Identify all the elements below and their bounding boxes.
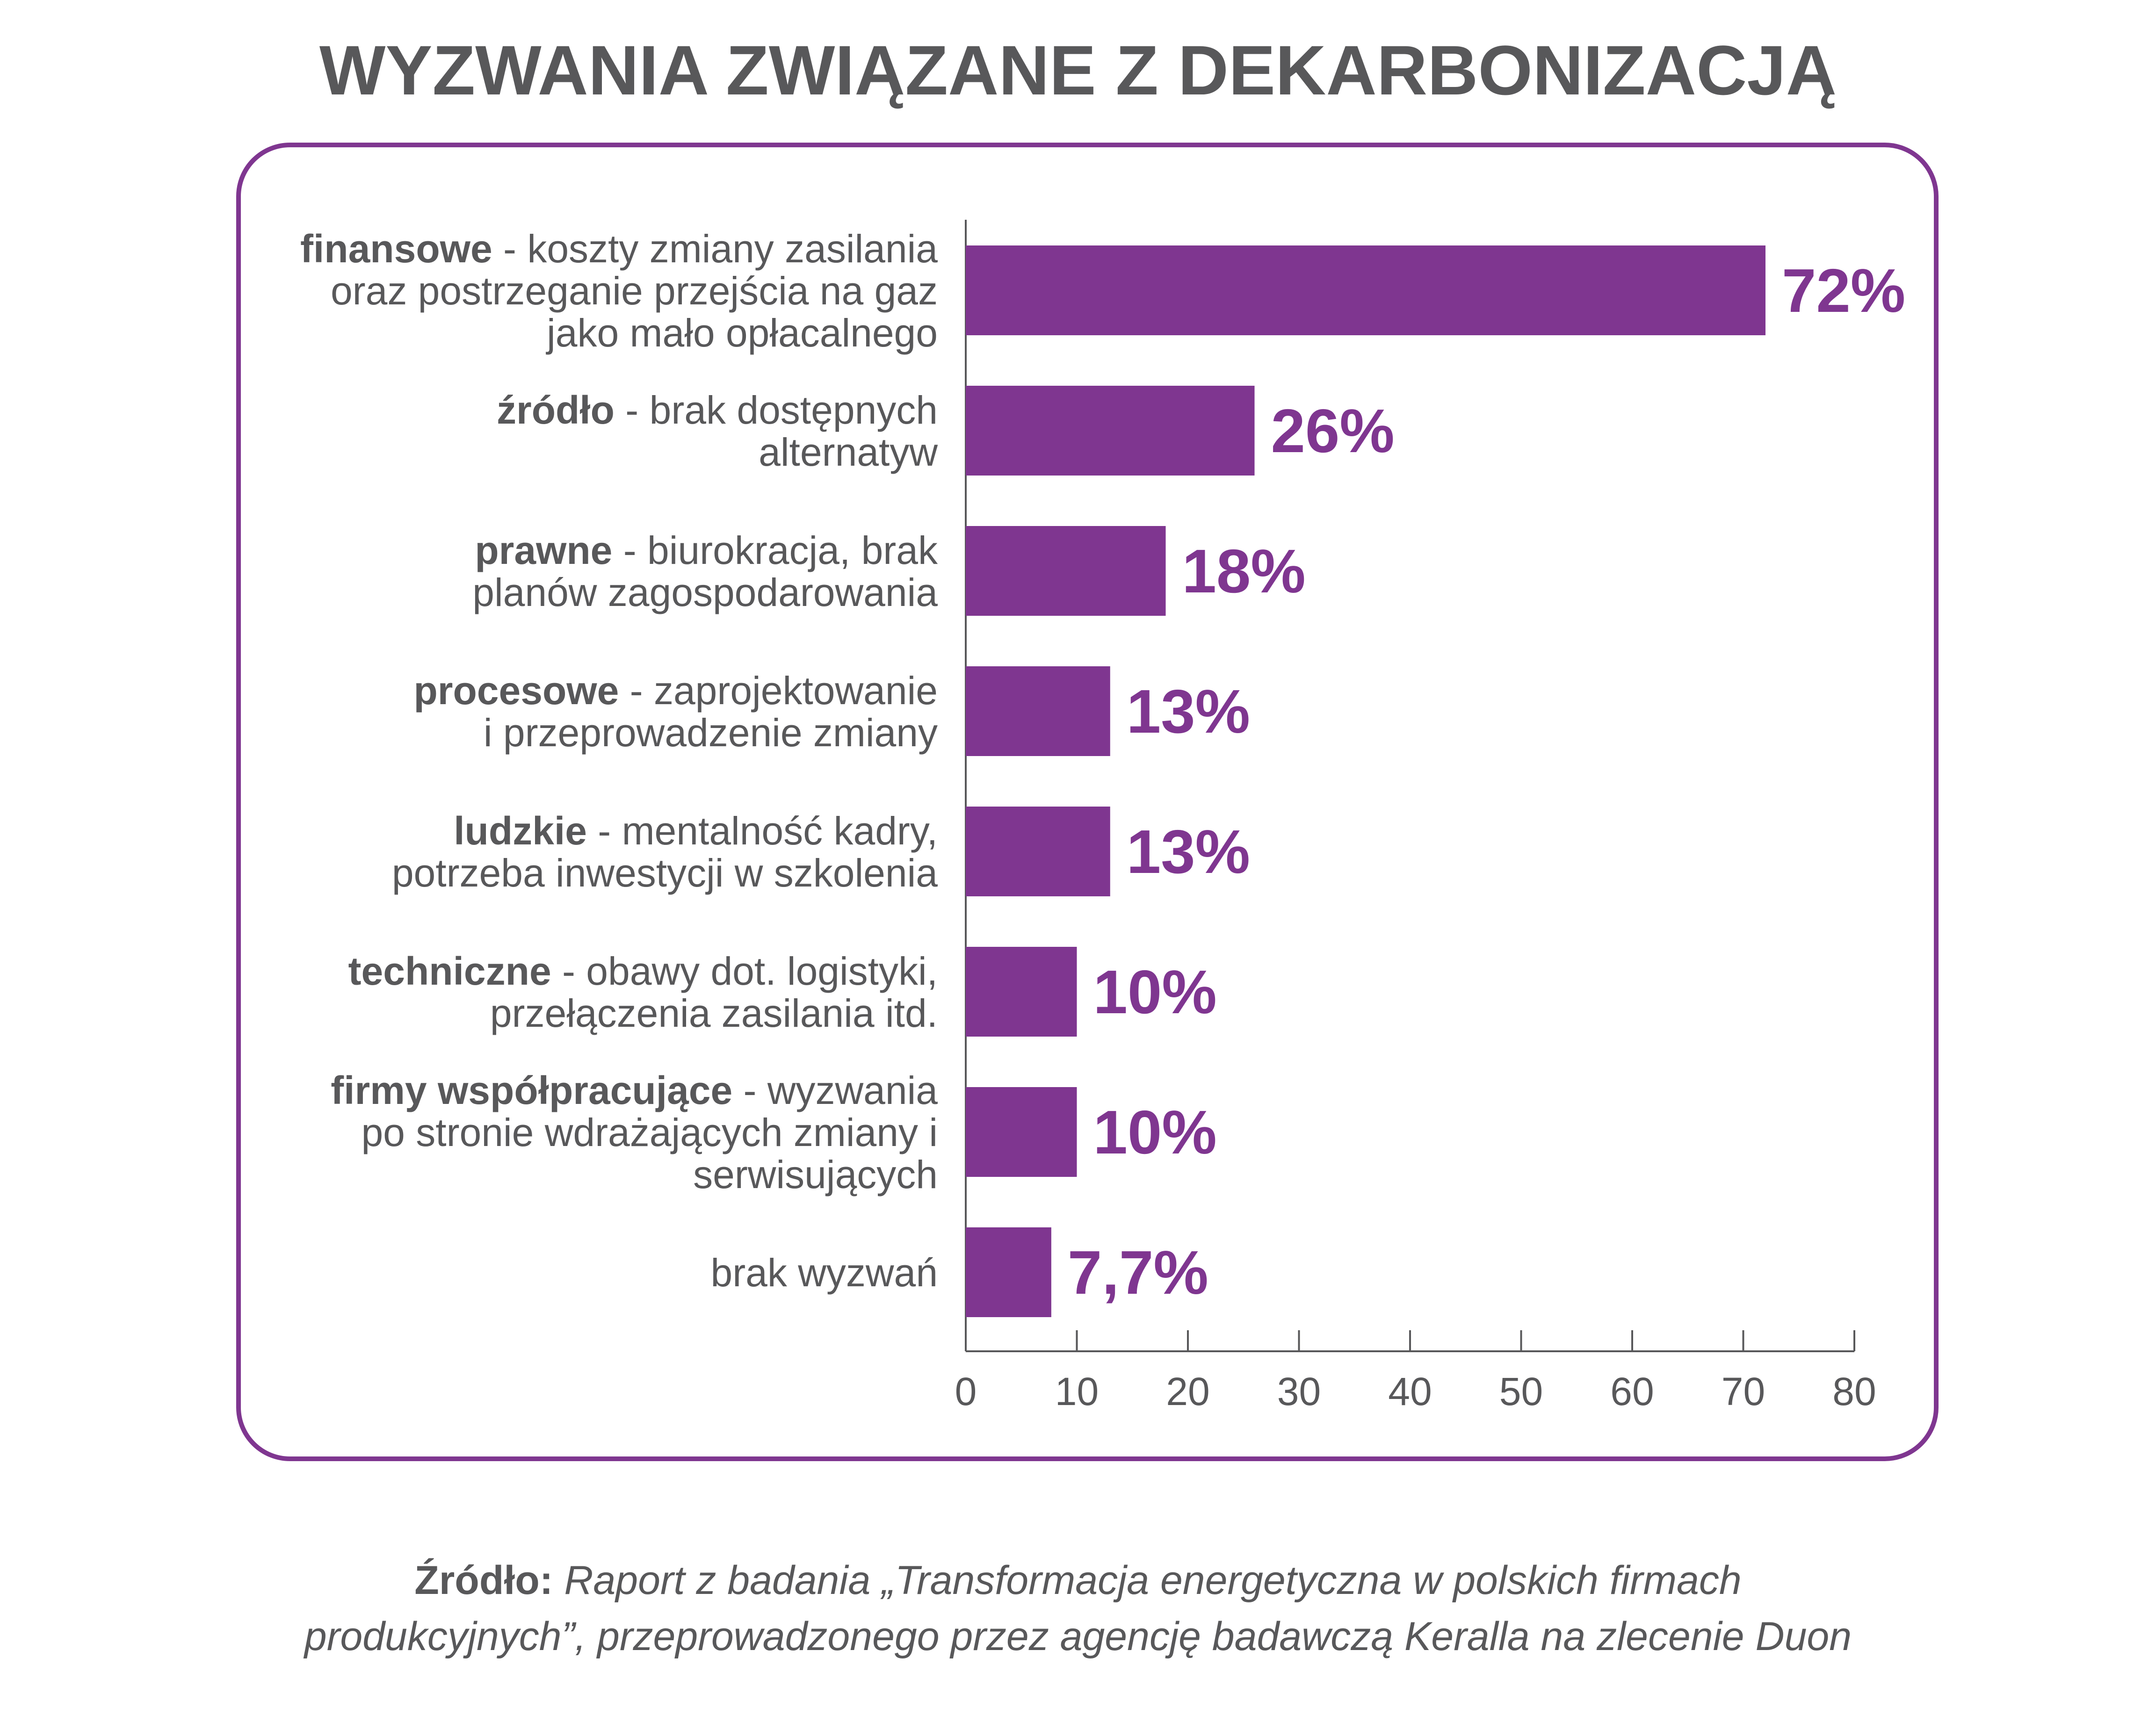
x-tick-label: 80 <box>1832 1370 1876 1413</box>
x-tick-label: 40 <box>1388 1370 1432 1413</box>
category-label: źródło - brak dostępnych alternatyw <box>497 388 938 474</box>
bar <box>966 245 1765 335</box>
bar-value-label: 13% <box>1127 677 1250 746</box>
bar-value-label: 7,7% <box>1068 1238 1208 1307</box>
x-tick-label: 10 <box>1055 1370 1099 1413</box>
category-label: firmy współpracujące - wyzwania po stroni… <box>331 1068 938 1197</box>
category-label: prawne - biurokracja, brak planów zagospo… <box>472 528 938 614</box>
bar-value-label: 26% <box>1271 396 1395 465</box>
bar <box>966 386 1255 476</box>
bar <box>966 666 1110 756</box>
bar-value-label: 10% <box>1093 958 1217 1026</box>
source-text-1: Raport z badania „Transformacja energety… <box>564 1558 1742 1603</box>
bar <box>966 807 1110 896</box>
x-tick-label: 20 <box>1166 1370 1209 1413</box>
source-line-1: Źródło: Raport z badania „Transformacja … <box>0 1552 2156 1608</box>
category-label: brak wyzwań <box>710 1251 938 1295</box>
bar <box>966 1087 1077 1177</box>
x-tick-label: 70 <box>1722 1370 1765 1413</box>
source-note: Źródło: Raport z badania „Transformacja … <box>0 1552 2156 1665</box>
category-label: procesowe - zaprojektowanie i przeprowadz… <box>413 669 938 755</box>
chart-frame <box>236 143 1939 1461</box>
bar-value-label: 13% <box>1127 817 1250 886</box>
x-tick-label: 50 <box>1499 1370 1543 1413</box>
bar <box>966 1227 1051 1317</box>
chart-title: WYZWANIA ZWIĄZANE Z DEKARBONIZACJĄ <box>319 31 1837 109</box>
x-tick-label: 0 <box>955 1370 977 1413</box>
bar-value-label: 72% <box>1782 256 1905 325</box>
x-tick-label: 30 <box>1277 1370 1321 1413</box>
source-label: Źródło: <box>414 1558 553 1603</box>
x-tick-label: 60 <box>1610 1370 1654 1413</box>
bar <box>966 947 1077 1037</box>
source-line-2: produkcyjnych”, przeprowadzonego przez a… <box>304 1614 1852 1659</box>
category-label: finansowe - koszty zmiany zasilania oraz … <box>300 227 938 355</box>
bar-value-label: 10% <box>1093 1098 1217 1167</box>
category-label: ludzkie - mentalność kadry, potrzeba inwe… <box>392 809 938 895</box>
category-label: techniczne - obawy dot. logistyki, przełą… <box>348 949 938 1035</box>
bar <box>966 526 1166 616</box>
bar-value-label: 18% <box>1182 537 1306 606</box>
